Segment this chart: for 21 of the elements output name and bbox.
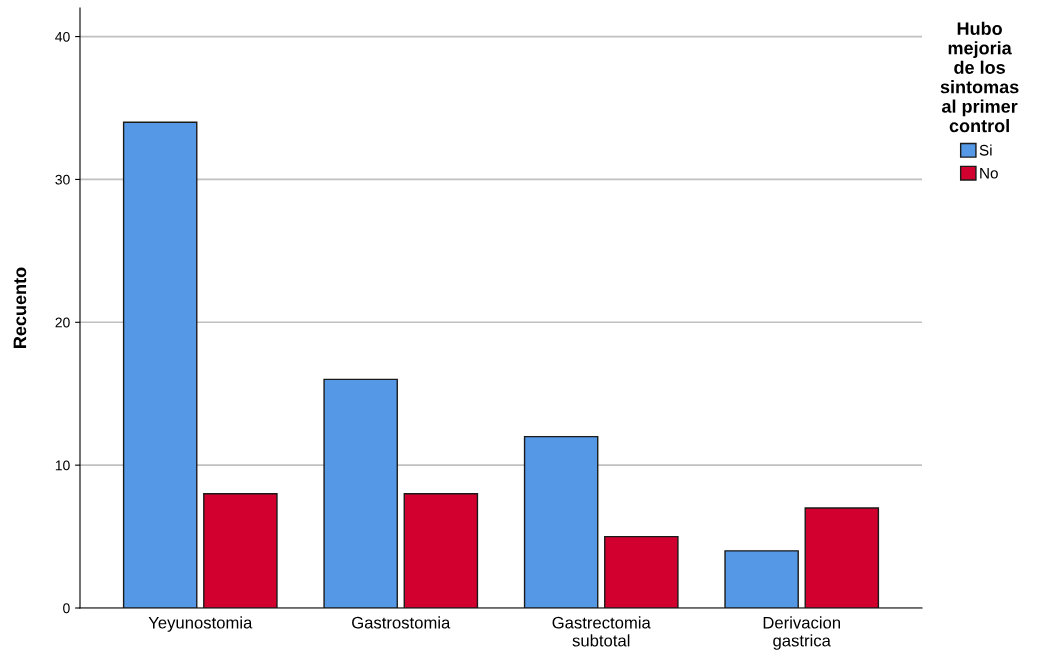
- bar: [724, 550, 799, 608]
- bar: [203, 493, 278, 608]
- y-tick-label: 30: [55, 174, 70, 185]
- x-tick-label: Gastrostomia: [352, 616, 451, 629]
- y-tick-label: 20: [55, 317, 70, 328]
- y-axis-title: Recuento: [13, 267, 27, 348]
- bar: [523, 435, 599, 608]
- bar: [804, 507, 880, 608]
- bar: [604, 535, 679, 608]
- legend-label: No: [980, 167, 998, 179]
- x-tick-label: Derivacion gastrica: [763, 616, 840, 650]
- bar: [122, 121, 198, 608]
- x-tick-label: Yeyunostomia: [148, 616, 253, 632]
- legend-label: Si: [979, 144, 992, 156]
- x-tick-label: Gastrectomia subtotal: [552, 616, 651, 647]
- y-tick-label: 0: [63, 603, 70, 614]
- y-tick-label: 40: [55, 31, 70, 42]
- bar: [403, 493, 479, 608]
- bar: [323, 378, 398, 608]
- y-tick-label: 10: [55, 460, 70, 471]
- legend-title: Hubo mejoria de los sintomas al primer control: [940, 21, 1019, 133]
